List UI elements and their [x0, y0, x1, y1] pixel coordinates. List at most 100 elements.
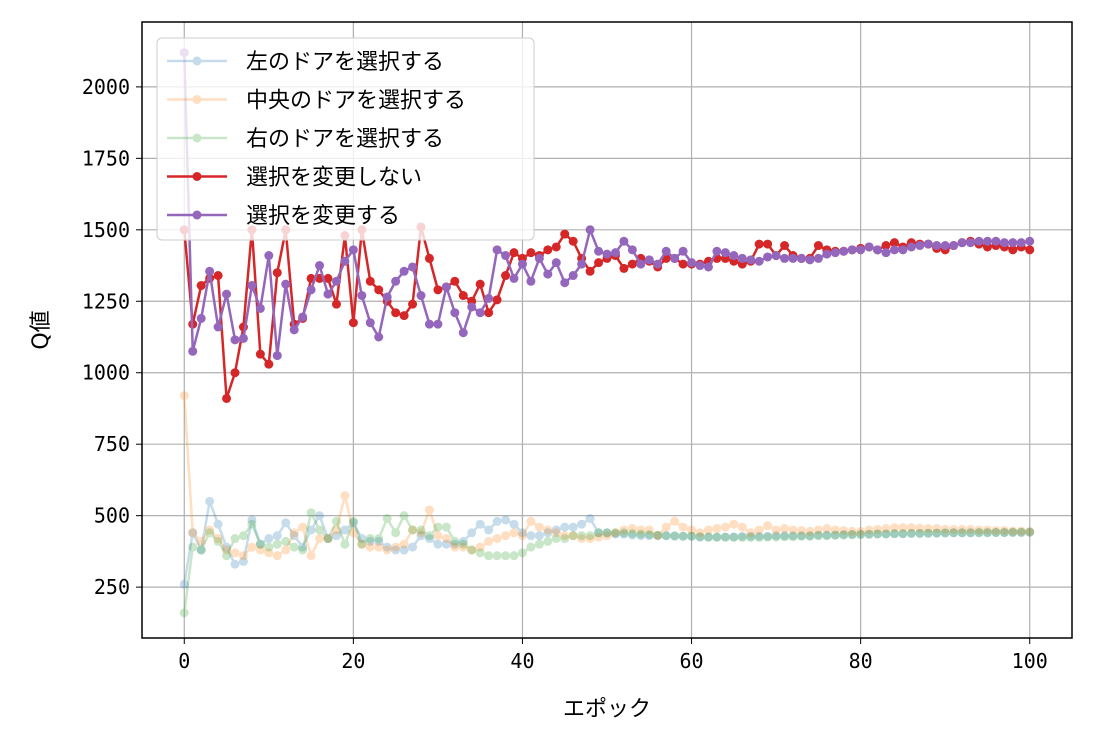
data-point	[653, 530, 663, 540]
data-point	[179, 391, 189, 401]
data-point	[932, 241, 942, 251]
data-point	[450, 276, 460, 286]
data-point	[636, 531, 646, 541]
data-point	[813, 253, 823, 263]
data-point	[264, 548, 274, 558]
data-point	[915, 528, 925, 538]
y-tick-label: 2000	[82, 75, 130, 99]
x-tick-label: 0	[178, 649, 190, 673]
data-point	[940, 524, 950, 534]
legend-label: 左のドアを選択する	[246, 50, 444, 75]
data-point	[974, 528, 984, 538]
data-point	[585, 531, 595, 541]
data-point	[999, 238, 1009, 248]
data-point	[856, 529, 866, 539]
data-point	[661, 531, 671, 541]
data-point	[188, 542, 198, 552]
data-point	[391, 545, 401, 555]
data-point	[484, 551, 494, 561]
data-point	[982, 236, 992, 246]
data-point	[594, 532, 604, 542]
data-point	[754, 532, 764, 542]
data-point	[670, 531, 680, 541]
data-point	[509, 528, 519, 538]
data-point	[974, 528, 984, 538]
data-point	[822, 531, 832, 541]
data-point	[543, 525, 553, 535]
data-point	[374, 542, 384, 552]
data-point	[830, 530, 840, 540]
data-point	[475, 308, 485, 318]
data-point	[534, 531, 544, 541]
data-point	[881, 524, 891, 534]
data-point	[213, 322, 223, 332]
data-point	[357, 291, 367, 301]
data-point	[289, 528, 299, 538]
data-point	[703, 532, 713, 542]
data-point	[331, 516, 341, 526]
data-point	[551, 258, 561, 268]
data-point	[281, 279, 291, 289]
data-point	[188, 346, 198, 356]
data-point	[974, 525, 984, 535]
data-point	[906, 523, 916, 533]
data-point	[873, 529, 883, 539]
data-point	[822, 524, 832, 534]
data-point	[1008, 245, 1018, 255]
data-point	[391, 542, 401, 552]
data-point	[289, 542, 299, 552]
data-point	[898, 245, 908, 255]
legend-marker	[167, 172, 227, 181]
data-point	[315, 525, 325, 535]
data-point	[272, 268, 282, 278]
data-point	[458, 542, 468, 552]
data-point	[306, 285, 316, 295]
data-point	[932, 528, 942, 538]
data-point	[805, 255, 815, 265]
data-point	[864, 529, 874, 539]
data-point	[999, 528, 1009, 538]
data-point	[255, 539, 265, 549]
data-point	[458, 328, 468, 338]
data-point	[670, 253, 680, 263]
data-point	[610, 529, 620, 539]
y-tick-label: 1500	[82, 218, 130, 242]
data-point	[889, 529, 899, 539]
data-point	[441, 539, 451, 549]
data-point	[712, 524, 722, 534]
data-point	[957, 524, 967, 534]
data-point	[822, 530, 832, 540]
data-point	[306, 525, 316, 535]
data-point	[1025, 245, 1035, 255]
data-point	[331, 276, 341, 286]
data-point	[661, 522, 671, 532]
data-point	[526, 531, 536, 541]
data-point	[298, 545, 308, 555]
data-point	[763, 252, 773, 262]
data-point	[644, 525, 654, 535]
data-point	[729, 251, 739, 261]
data-point	[560, 534, 570, 544]
data-point	[374, 534, 384, 544]
data-point	[796, 253, 806, 263]
data-point	[484, 536, 494, 546]
data-point	[923, 528, 933, 538]
data-point	[205, 496, 215, 506]
data-point	[788, 531, 798, 541]
data-point	[763, 531, 773, 541]
data-point	[813, 241, 823, 251]
data-point	[906, 528, 916, 538]
data-point	[991, 528, 1001, 538]
data-point	[365, 536, 375, 546]
data-point	[526, 516, 536, 526]
data-point	[501, 531, 511, 541]
data-point	[467, 545, 477, 555]
data-point	[915, 528, 925, 538]
data-point	[906, 242, 916, 252]
data-point	[543, 245, 553, 255]
data-point	[433, 531, 443, 541]
data-point	[636, 525, 646, 535]
data-point	[323, 534, 333, 544]
data-point	[543, 528, 553, 538]
